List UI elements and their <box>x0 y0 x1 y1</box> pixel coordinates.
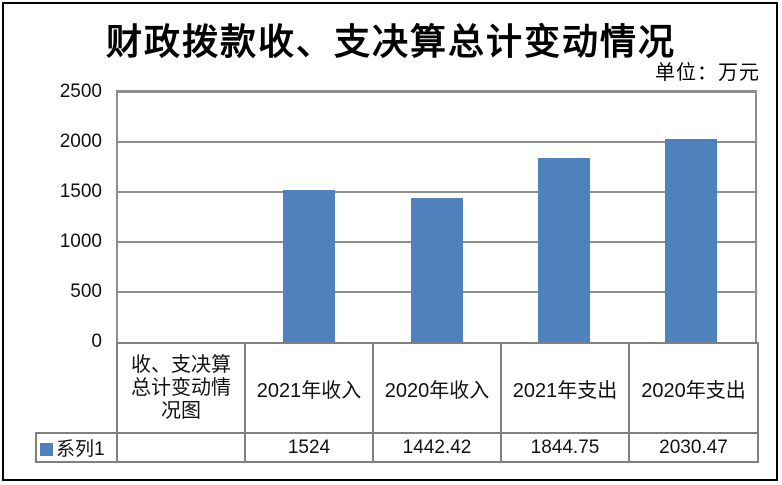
gridline <box>118 191 755 193</box>
bar-2020年收入 <box>410 197 463 342</box>
value-cell: 2030.47 <box>628 432 759 463</box>
table-corner-label: 收、支决算总计变动情况图 <box>116 342 246 434</box>
y-axis: 0 500 1000 1500 2000 2500 <box>26 81 102 352</box>
category-header: 2020年支出 <box>628 342 759 434</box>
gridline <box>118 141 755 143</box>
value-cell: 1442.42 <box>372 432 502 463</box>
category-header: 2021年支出 <box>500 342 630 434</box>
plot-area <box>116 90 757 344</box>
bar-2021年收入 <box>283 189 336 342</box>
gridline <box>118 91 755 93</box>
value-cell-empty <box>116 432 246 463</box>
bar-2020年支出 <box>665 138 718 342</box>
table-header-row: 收、支决算总计变动情况图 2021年收入 2020年收入 2021年支出 202… <box>36 342 759 434</box>
chart-title: 财政拨款收、支决算总计变动情况 <box>105 22 676 62</box>
y-axis-tick-label: 2000 <box>59 131 102 152</box>
table-corner-empty <box>36 343 117 433</box>
category-header: 2020年收入 <box>372 342 502 434</box>
bar-2021年支出 <box>537 157 590 342</box>
unit-label: 单位：万元 <box>655 62 760 84</box>
y-axis-tick-label: 2500 <box>59 81 102 102</box>
y-axis-tick-label: 1000 <box>59 231 102 252</box>
category-header: 2021年收入 <box>244 342 374 434</box>
series-legend-marker-icon <box>40 443 53 456</box>
value-cell: 1844.75 <box>500 432 630 463</box>
series-legend: 系列1 <box>35 432 118 463</box>
y-axis-tick-label: 1500 <box>59 181 102 202</box>
series-name: 系列1 <box>56 439 105 460</box>
y-axis-tick-label: 500 <box>70 281 102 302</box>
table-data-row: 系列1 1524 1442.42 1844.75 2030.47 <box>35 432 759 463</box>
y-axis-tick-label: 0 <box>91 331 102 352</box>
data-table: 收、支决算总计变动情况图 2021年收入 2020年收入 2021年支出 202… <box>35 342 759 463</box>
value-cell: 1524 <box>244 432 374 463</box>
